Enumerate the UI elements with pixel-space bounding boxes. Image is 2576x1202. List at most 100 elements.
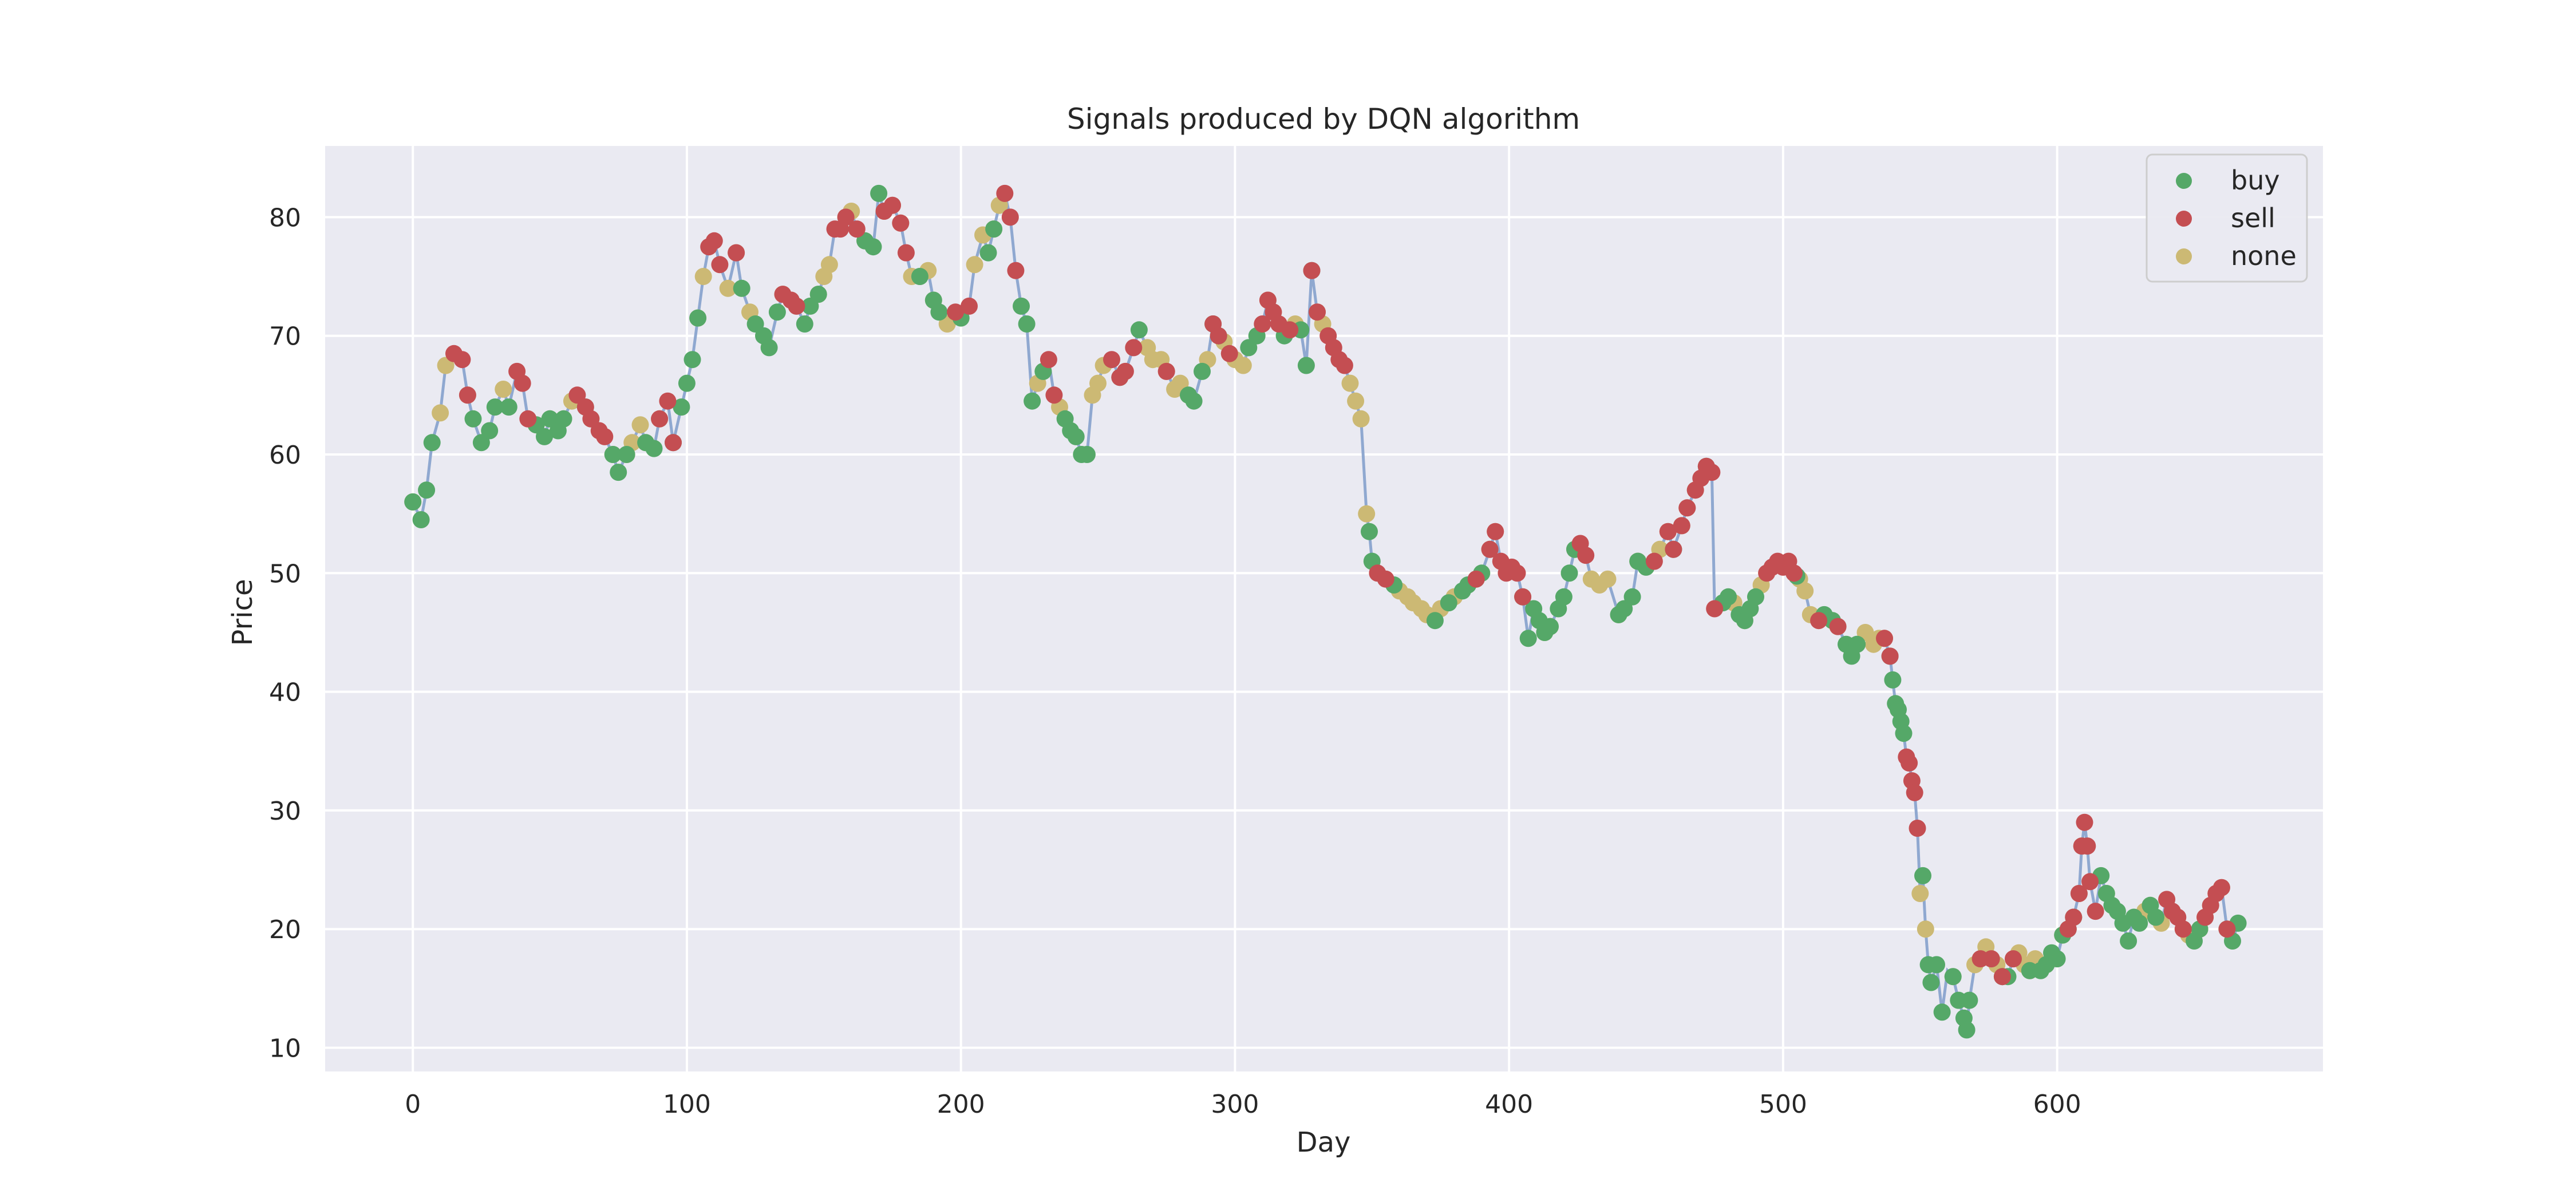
buy-point [1297, 357, 1315, 374]
sell-point [453, 351, 471, 369]
none-point [1911, 885, 1929, 902]
sell-point [1703, 464, 1721, 481]
sell-point [1007, 262, 1025, 279]
tick-labels: 0 100 200 300 400 500 600 10 20 30 40 50 60 70 80 [269, 203, 2081, 1119]
buy-point [864, 238, 882, 256]
buy-point [555, 410, 572, 428]
none-point [1352, 410, 1370, 428]
buy-point [979, 244, 997, 262]
sell-point [1829, 618, 1847, 635]
buy-point [1078, 446, 1096, 463]
buy-point [2048, 950, 2066, 968]
sell-point [651, 410, 669, 428]
buy-point [870, 184, 888, 202]
buy-point [464, 410, 482, 428]
y-axis-label: Price [227, 579, 259, 646]
buy-point [1185, 392, 1203, 410]
buy-point [1013, 297, 1030, 315]
sell-point [1254, 315, 1271, 333]
sell-point [892, 214, 910, 232]
none-point [1341, 374, 1359, 392]
x-tick-label: 600 [2033, 1090, 2081, 1119]
sell-point [848, 220, 866, 238]
buy-point [645, 440, 663, 457]
legend-label-none: none [2231, 240, 2297, 271]
y-tick-label: 70 [269, 322, 301, 351]
sell-point [711, 256, 729, 274]
sell-point [1336, 357, 1353, 374]
sell-point [1876, 630, 1893, 647]
legend-label-sell: sell [2231, 203, 2275, 234]
sell-point [1220, 345, 1238, 362]
buy-point [1018, 315, 1036, 333]
sell-point [1665, 540, 1682, 558]
buy-point [1519, 630, 1537, 647]
sell-point [2070, 885, 2088, 902]
signal-points [404, 184, 2247, 1039]
sell-point [1881, 647, 1899, 665]
sell-point [513, 374, 531, 392]
sell-point [2174, 920, 2192, 938]
buy-point [1895, 725, 1913, 742]
sell-point [1157, 362, 1175, 380]
buy-point [2147, 908, 2164, 926]
buy-point [423, 434, 441, 452]
sell-point [1678, 499, 1696, 517]
buy-point [536, 428, 553, 445]
buy-point [1194, 362, 1211, 380]
chart-title: Signals produced by DQN algorithm [1067, 102, 1580, 136]
buy-point [1922, 974, 1940, 991]
none-point [719, 279, 737, 297]
buy-point [689, 309, 707, 327]
buy-point [618, 446, 635, 463]
buy-point [1440, 594, 1457, 612]
sell-point [1309, 303, 1326, 321]
buy-point [796, 315, 813, 333]
sell-point [1993, 968, 2011, 986]
buy-point [412, 511, 430, 528]
sell-point [1982, 950, 2000, 968]
none-point [1234, 357, 1252, 374]
sell-point [897, 244, 915, 262]
buy-point [1933, 1003, 1951, 1021]
none-point [432, 404, 449, 422]
legend-label-buy: buy [2231, 165, 2280, 196]
sell-point [1377, 570, 1394, 588]
sell-point [1481, 540, 1499, 558]
buy-point [985, 220, 1003, 238]
buy-point [1542, 618, 1559, 635]
x-tick-label: 300 [1211, 1090, 1259, 1119]
sell-point [1487, 523, 1504, 540]
buy-point [760, 339, 778, 357]
y-tick-label: 40 [269, 678, 301, 707]
buy-point [1555, 588, 1573, 606]
buy-point [500, 398, 517, 416]
sell-point [1785, 564, 1803, 582]
sell-point [596, 428, 614, 445]
sell-point [2065, 908, 2083, 926]
sell-point [2218, 920, 2236, 938]
sell-point [1810, 612, 1828, 630]
buy-point [678, 374, 696, 392]
sell-point [961, 297, 978, 315]
sell-point [884, 196, 901, 214]
none-point [1917, 920, 1934, 938]
sell-point [705, 232, 723, 250]
buy-point [733, 279, 750, 297]
sell-point [459, 386, 476, 404]
sell-point [1901, 754, 1918, 772]
sell-point [837, 208, 855, 226]
sell-point [947, 303, 965, 321]
buy-point [683, 351, 701, 369]
legend: buy sell none [2146, 153, 2308, 283]
buy-point [1024, 392, 1041, 410]
y-tick-label: 50 [269, 559, 301, 588]
buy-point [1884, 671, 1902, 689]
sell-point [2081, 873, 2099, 891]
buy-point [1848, 635, 1866, 653]
sell-point [1659, 523, 1677, 540]
sell-point [1906, 784, 1923, 801]
none-point [1796, 582, 1814, 600]
y-tick-label: 10 [269, 1034, 301, 1063]
buy-point [911, 268, 929, 285]
